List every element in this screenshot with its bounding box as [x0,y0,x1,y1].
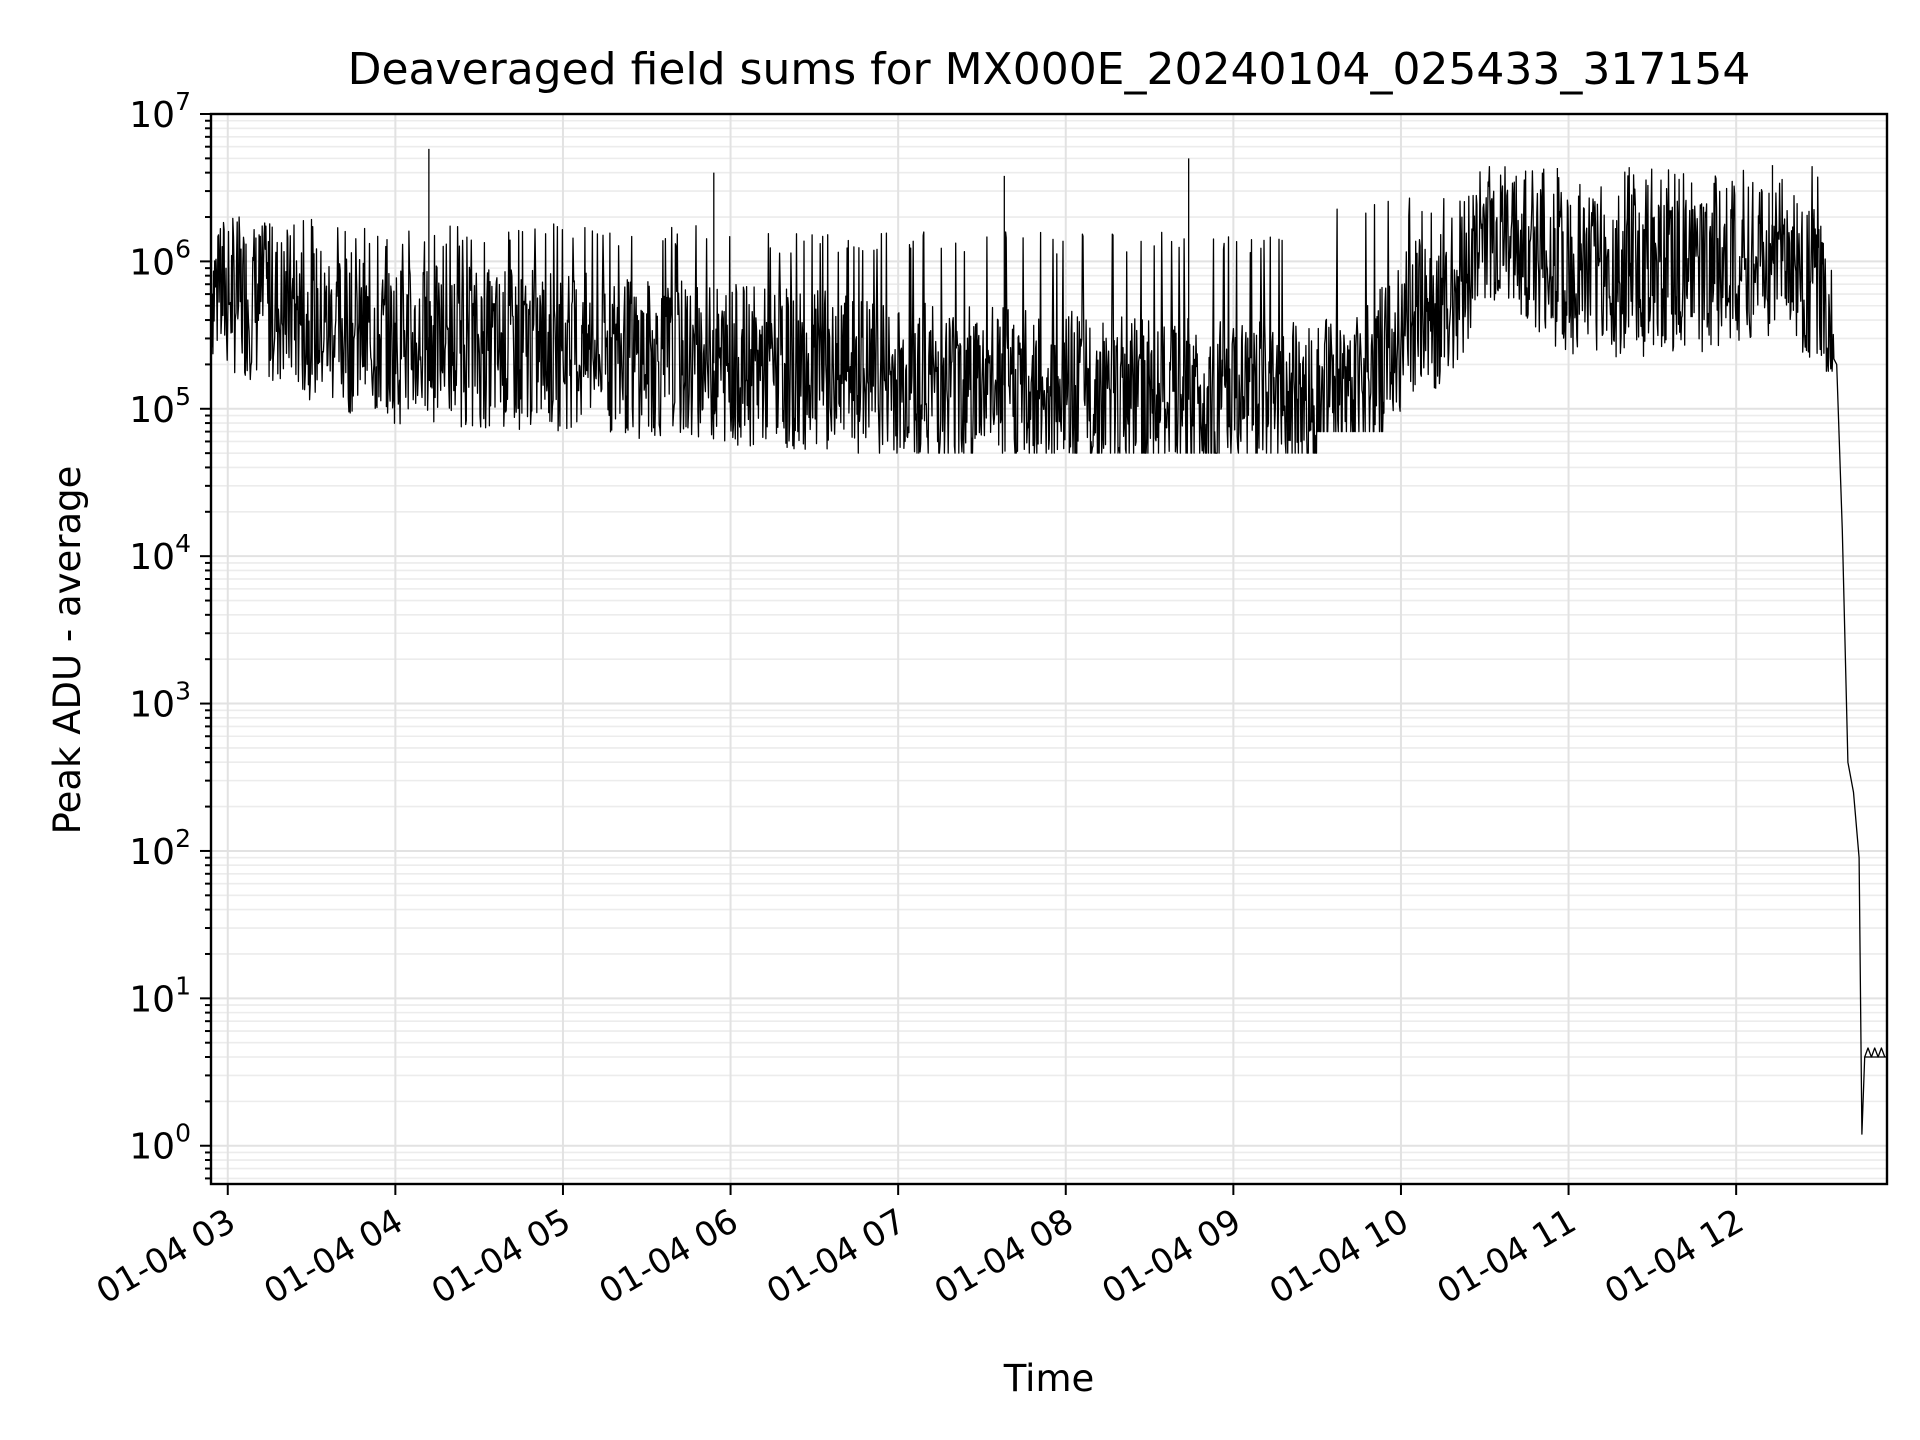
y-tick-exponent: 5 [175,382,191,411]
y-tick-base: 10 [129,979,175,1020]
y-tick-exponent: 0 [175,1119,191,1148]
y-tick-exponent: 3 [175,677,191,706]
y-tick-base: 10 [129,95,175,136]
y-tick-base: 10 [129,832,175,873]
series-line [210,165,1887,1135]
plot-frame [209,112,1889,1186]
y-tick-base: 10 [129,537,175,578]
y-tick-base: 10 [129,242,175,283]
y-tick-label: 105 [129,382,191,431]
series-tail-oscillation [1864,1047,1886,1058]
y-tick-label: 103 [129,677,191,726]
minor-gridlines [211,119,1887,1180]
y-tick-base: 10 [129,685,175,726]
y-tick-exponent: 4 [175,529,191,558]
y-tick-label: 101 [129,971,191,1020]
y-tick-base: 10 [129,390,175,431]
series-layer [210,148,1887,1135]
y-axis-label: Peak ADU - average [46,466,89,835]
y-tick-base: 10 [129,1127,175,1168]
y-tick-label: 107 [129,87,191,136]
y-tick-label: 100 [129,1119,191,1168]
chart-title: Deaveraged field sums for MX000E_2024010… [348,44,1751,95]
y-tick-exponent: 7 [175,87,191,116]
y-tick-label: 104 [129,529,191,578]
y-tick-exponent: 2 [175,824,191,853]
y-tick-label: 106 [129,234,191,283]
y-tick-exponent: 1 [175,971,191,1000]
y-tick-exponent: 6 [175,234,191,263]
x-axis-label: Time [1003,1357,1095,1400]
y-tick-label: 102 [129,824,191,873]
